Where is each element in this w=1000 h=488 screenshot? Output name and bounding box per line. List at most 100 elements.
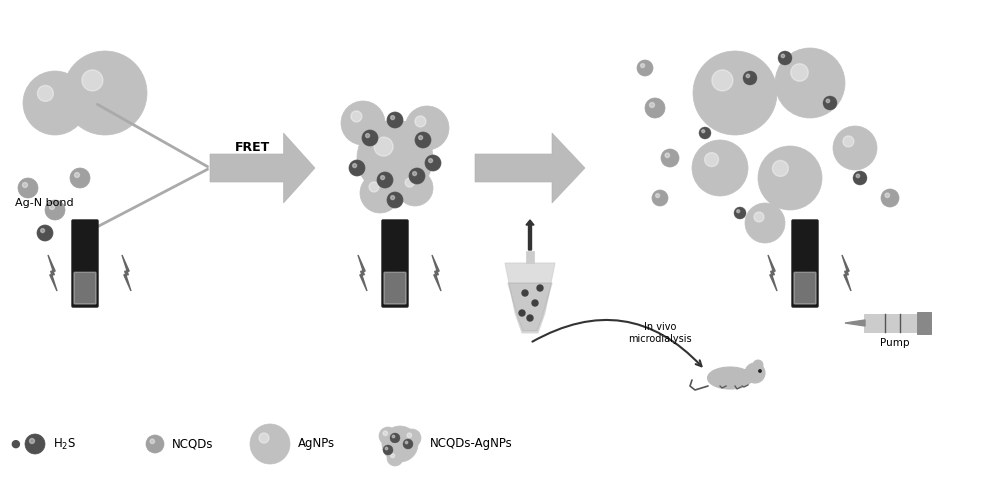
- Circle shape: [419, 136, 423, 140]
- Circle shape: [656, 194, 660, 198]
- Circle shape: [23, 71, 87, 135]
- Circle shape: [712, 70, 733, 91]
- Circle shape: [30, 439, 34, 444]
- FancyArrow shape: [475, 133, 585, 203]
- Circle shape: [259, 433, 269, 443]
- Polygon shape: [508, 283, 552, 331]
- Circle shape: [522, 290, 528, 296]
- Polygon shape: [842, 255, 851, 291]
- Circle shape: [397, 170, 433, 206]
- Circle shape: [781, 54, 785, 58]
- Circle shape: [853, 171, 867, 185]
- Polygon shape: [48, 255, 57, 291]
- Circle shape: [650, 102, 654, 107]
- Circle shape: [843, 136, 854, 147]
- Circle shape: [362, 130, 378, 146]
- FancyBboxPatch shape: [384, 272, 406, 304]
- Circle shape: [754, 212, 764, 222]
- Text: ●: ●: [10, 439, 20, 449]
- Polygon shape: [122, 255, 131, 291]
- Polygon shape: [845, 320, 865, 326]
- FancyBboxPatch shape: [382, 220, 408, 307]
- Circle shape: [41, 228, 45, 233]
- Polygon shape: [432, 255, 441, 291]
- Circle shape: [74, 172, 80, 178]
- Circle shape: [665, 153, 670, 158]
- Circle shape: [425, 155, 441, 171]
- Circle shape: [341, 101, 385, 145]
- Circle shape: [37, 225, 53, 241]
- Circle shape: [377, 172, 393, 188]
- Circle shape: [50, 204, 54, 209]
- Circle shape: [387, 112, 403, 128]
- Polygon shape: [358, 255, 367, 291]
- Text: NCQDs: NCQDs: [172, 438, 214, 450]
- Circle shape: [645, 98, 665, 118]
- Circle shape: [250, 424, 290, 464]
- Circle shape: [772, 161, 788, 176]
- Circle shape: [737, 210, 740, 213]
- FancyBboxPatch shape: [792, 220, 818, 307]
- Circle shape: [519, 310, 525, 316]
- Circle shape: [791, 64, 808, 81]
- Circle shape: [392, 435, 395, 438]
- Circle shape: [374, 137, 393, 156]
- Circle shape: [532, 300, 538, 306]
- Circle shape: [381, 176, 385, 180]
- Polygon shape: [768, 255, 777, 291]
- Circle shape: [22, 183, 28, 187]
- Circle shape: [70, 168, 90, 188]
- Circle shape: [527, 315, 533, 321]
- Circle shape: [823, 96, 837, 110]
- FancyBboxPatch shape: [917, 312, 931, 334]
- Circle shape: [63, 51, 147, 135]
- Circle shape: [637, 60, 653, 76]
- Circle shape: [702, 130, 705, 133]
- Circle shape: [383, 431, 388, 436]
- Circle shape: [413, 172, 417, 176]
- FancyBboxPatch shape: [3, 400, 563, 488]
- Text: AgNPs: AgNPs: [298, 438, 335, 450]
- Circle shape: [409, 168, 425, 184]
- Circle shape: [150, 439, 155, 444]
- Circle shape: [391, 116, 395, 120]
- Circle shape: [405, 441, 408, 444]
- Circle shape: [390, 433, 400, 443]
- Circle shape: [661, 149, 679, 167]
- Circle shape: [403, 429, 421, 447]
- Circle shape: [351, 111, 362, 122]
- Text: NCQDs-AgNPs: NCQDs-AgNPs: [430, 438, 513, 450]
- Circle shape: [37, 85, 53, 102]
- Circle shape: [692, 140, 748, 196]
- Circle shape: [403, 439, 413, 449]
- Circle shape: [391, 196, 395, 200]
- Circle shape: [405, 106, 449, 150]
- Circle shape: [45, 200, 65, 220]
- Circle shape: [387, 192, 403, 208]
- Text: H$_2$S: H$_2$S: [53, 436, 76, 451]
- FancyBboxPatch shape: [74, 272, 96, 304]
- Circle shape: [826, 99, 830, 102]
- Circle shape: [360, 173, 400, 213]
- Circle shape: [699, 127, 711, 139]
- Circle shape: [390, 434, 399, 443]
- Circle shape: [758, 146, 822, 210]
- FancyArrow shape: [210, 133, 315, 203]
- Circle shape: [734, 207, 746, 219]
- Circle shape: [537, 285, 543, 291]
- Circle shape: [778, 51, 792, 65]
- Circle shape: [745, 203, 785, 243]
- Circle shape: [407, 433, 412, 438]
- Circle shape: [146, 435, 164, 453]
- Circle shape: [856, 174, 860, 178]
- FancyArrow shape: [526, 220, 534, 250]
- Circle shape: [743, 71, 757, 85]
- Circle shape: [885, 193, 890, 198]
- Circle shape: [349, 160, 365, 176]
- Circle shape: [405, 178, 414, 187]
- Circle shape: [745, 363, 765, 383]
- Circle shape: [415, 132, 431, 148]
- Circle shape: [357, 120, 433, 196]
- Circle shape: [18, 178, 38, 198]
- Circle shape: [881, 189, 899, 207]
